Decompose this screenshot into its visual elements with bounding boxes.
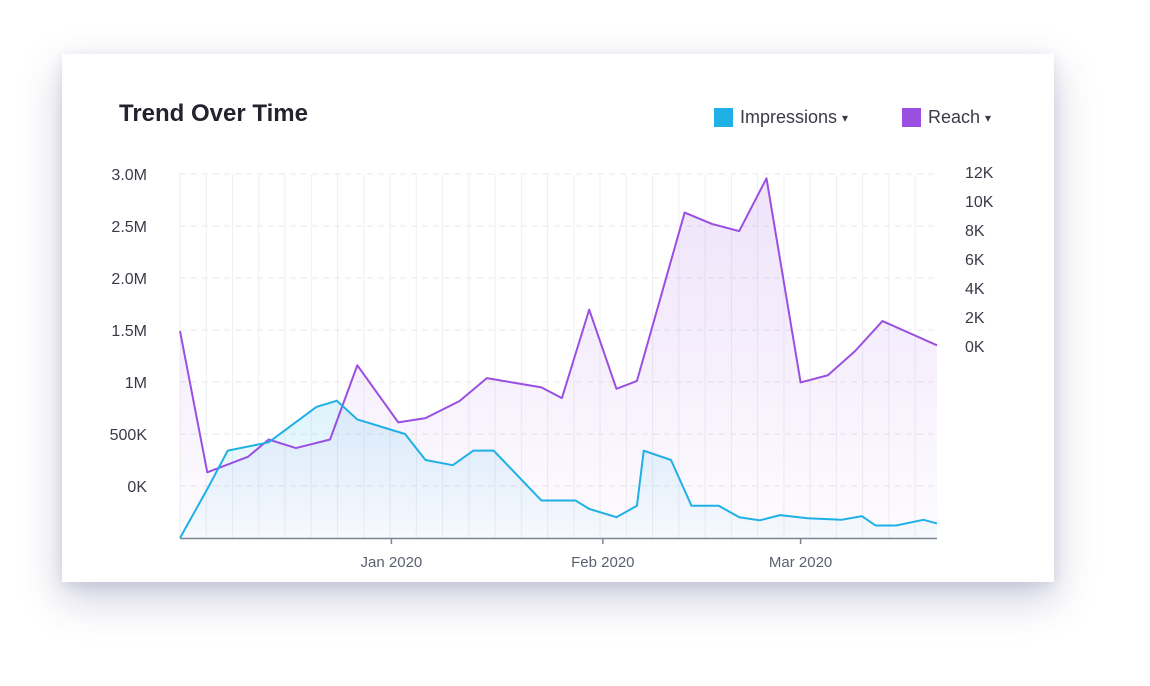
legend-impressions-label: Impressions: [740, 107, 838, 127]
x-tick-label: Feb 2020: [571, 554, 634, 571]
impressions-area: [180, 400, 937, 538]
y-left-tick-label: 0K: [127, 479, 147, 496]
chevron-down-icon: ▾: [842, 110, 849, 125]
legend-reach[interactable]: Reach ▾: [902, 107, 991, 128]
y-right-tick-label: 8K: [965, 223, 985, 240]
y-right-tick-label: 4K: [965, 281, 985, 298]
legend-impressions[interactable]: Impressions ▾: [714, 107, 848, 128]
reach-swatch: [902, 108, 921, 127]
impressions-swatch: [714, 108, 733, 127]
y-left-tick-label: 2.0M: [111, 271, 147, 288]
y-right-tick-label: 10K: [965, 194, 994, 211]
y-right-tick-label: 0K: [965, 339, 985, 356]
impressions-line: [179, 399, 938, 539]
legend-reach-label: Reach: [928, 107, 981, 127]
y-left-tick-label: 1.5M: [111, 323, 147, 340]
y-right-tick-label: 12K: [965, 165, 994, 182]
y-left-tick-label: 3.0M: [111, 167, 147, 184]
chevron-down-icon: ▾: [985, 110, 992, 125]
y-left-tick-label: 2.5M: [111, 219, 147, 236]
x-tick-label: Jan 2020: [361, 554, 423, 571]
y-left-tick-label: 500K: [110, 427, 148, 444]
y-right-tick-label: 6K: [965, 252, 985, 269]
reach-line: [179, 177, 938, 474]
chart-title: Trend Over Time: [119, 100, 308, 127]
y-right-tick-label: 2K: [965, 310, 985, 327]
chart-card: Trend Over Time Impressions ▾ Reach ▾ 3.…: [62, 54, 1054, 582]
y-left-tick-label: 1M: [125, 375, 147, 392]
trend-chart: 3.0M 2.5M 2.0M 1.5M 1M 500K 0K 12K 10K 8K 6K 4K 2K 0K…: [110, 165, 994, 571]
x-tick-label: Mar 2020: [769, 554, 832, 571]
